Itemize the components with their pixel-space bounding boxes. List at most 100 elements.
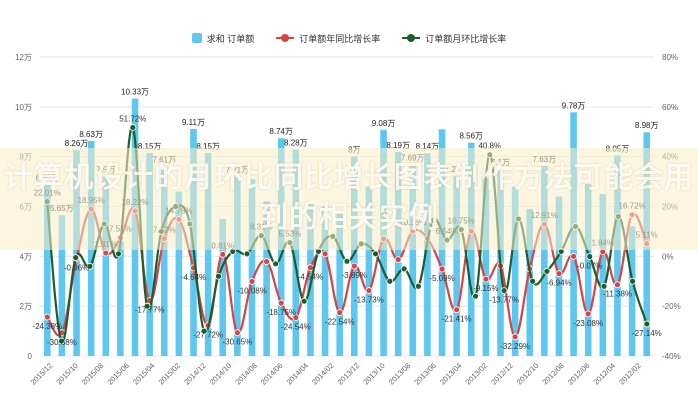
legend-item-bar[interactable]: 求和 订单额 <box>191 32 255 45</box>
yoy-value-label: -21.41% <box>442 315 472 324</box>
mom-value-label: -13.77% <box>489 296 519 305</box>
bar <box>234 176 241 356</box>
yoy-marker <box>102 249 110 257</box>
bar <box>219 218 227 356</box>
mom-marker <box>586 253 594 260</box>
watermark-text: 计算机设计的月环比同比增长图表制作方法可能会用到的相关实例 <box>3 162 694 234</box>
yoy-marker <box>614 281 621 289</box>
right-tick-label: -40% <box>662 352 681 361</box>
mom-marker <box>543 267 551 275</box>
yoy-marker <box>511 333 519 341</box>
bar <box>599 194 607 356</box>
x-tick-label: 2015/12 <box>29 361 55 387</box>
right-tick-label: 60% <box>662 103 678 112</box>
bar-value-label: 8.15万 <box>138 142 162 151</box>
mom-marker <box>215 272 222 280</box>
yoy-value-label: -22.54% <box>325 317 355 326</box>
x-tick-label: 2012/06 <box>566 361 592 387</box>
yoy-value-label: -5.09% <box>429 274 454 283</box>
bar-value-label: 8.98万 <box>635 121 659 130</box>
bar-value-label: 9.78万 <box>562 101 586 110</box>
yoy-value-label: -4.54% <box>298 273 323 282</box>
legend-yoy-label: 订单额年同比增长率 <box>299 33 381 44</box>
bar <box>102 176 110 356</box>
yoy-marker <box>394 256 402 263</box>
x-tick-label: 2013/12 <box>336 361 362 387</box>
bar <box>628 226 636 356</box>
mom-marker <box>143 302 151 310</box>
yoy-marker <box>43 313 51 321</box>
yoy-marker <box>584 310 592 318</box>
x-tick-label: 2014/04 <box>284 361 310 387</box>
yoy-value-label: -6.94% <box>546 279 571 288</box>
yoy-value-label: -11.38% <box>603 290 632 299</box>
legend-bar-swatch <box>191 33 202 43</box>
bar <box>614 155 621 356</box>
mom-marker <box>272 260 280 268</box>
bar <box>482 179 490 356</box>
yoy-marker <box>482 275 490 283</box>
bar <box>584 184 592 356</box>
mom-marker <box>115 250 122 258</box>
x-tick-label: 2015/02 <box>157 361 183 387</box>
bar <box>511 186 519 356</box>
bar <box>453 176 460 356</box>
yoy-marker <box>248 278 256 285</box>
bar-value-label: 8.19万 <box>386 141 410 150</box>
mom-marker <box>472 292 479 300</box>
mom-marker <box>300 297 308 305</box>
left-tick-label: 10万 <box>15 103 32 112</box>
yoy-marker <box>321 250 329 258</box>
left-tick-label: 12万 <box>15 53 32 62</box>
bar <box>336 213 343 356</box>
yoy-marker <box>350 262 358 270</box>
bar <box>160 166 168 356</box>
bar-value-label: 8.14万 <box>416 142 440 151</box>
x-tick-label: 2014/08 <box>233 361 259 387</box>
bar <box>204 152 212 356</box>
yoy-value-label: -4.64% <box>181 273 206 282</box>
x-tick-label: 2012/08 <box>540 361 566 387</box>
yoy-value-label: -18.75% <box>266 308 296 317</box>
bar <box>248 179 256 356</box>
bar <box>58 215 66 356</box>
bar-value-label: 8.26万 <box>65 139 89 148</box>
mom-marker <box>529 277 537 285</box>
yoy-value-label: -32.29% <box>500 342 530 351</box>
x-tick-label: 2012/12 <box>489 361 515 387</box>
legend-item-yoy[interactable]: 订单额年同比增长率 <box>276 32 380 45</box>
mom-marker <box>629 277 636 285</box>
x-tick-label: 2014/02 <box>310 361 336 387</box>
yoy-value-label: -0.96% <box>64 264 89 273</box>
yoy-marker <box>292 314 300 321</box>
bar-value-label: 8.56万 <box>459 132 483 141</box>
x-tick-label: 2013/10 <box>361 361 387 387</box>
legend-bar-label: 求和 订单额 <box>206 33 255 44</box>
yoy-value-label: -9.15% <box>473 284 498 293</box>
bar <box>365 186 373 356</box>
bar-value-label: 8.63万 <box>79 130 103 139</box>
mom-marker <box>200 327 208 335</box>
yoy-value-label: -17.77% <box>135 306 165 315</box>
x-tick-label: 2015/04 <box>131 361 157 387</box>
legend-item-mom[interactable]: 订单额月环比增长率 <box>402 32 506 45</box>
watermark-band <box>0 148 698 250</box>
bar <box>541 165 548 356</box>
bar <box>409 164 417 356</box>
yoy-marker <box>555 270 563 278</box>
mom-marker <box>386 277 394 285</box>
bar <box>175 191 183 356</box>
bar-value-label: 8.74万 <box>269 127 293 136</box>
mom-value-label: 51.72% <box>119 114 146 123</box>
yoy-marker <box>233 329 241 337</box>
mom-marker <box>86 262 94 270</box>
x-axis-ticks: 2015/12 2015/10 2015/08 2015/06 2015/04 2015/… <box>29 361 643 387</box>
mom-marker <box>129 124 137 131</box>
bar <box>321 206 329 356</box>
right-tick-label: 80% <box>662 53 678 62</box>
legend-mom-label: 订单额月环比增长率 <box>425 33 507 44</box>
bar <box>263 201 270 356</box>
x-tick-label: 2013/04 <box>438 361 464 387</box>
bar-value-label: 9.11万 <box>182 118 205 127</box>
mom-value-label: -0.07% <box>577 262 602 271</box>
